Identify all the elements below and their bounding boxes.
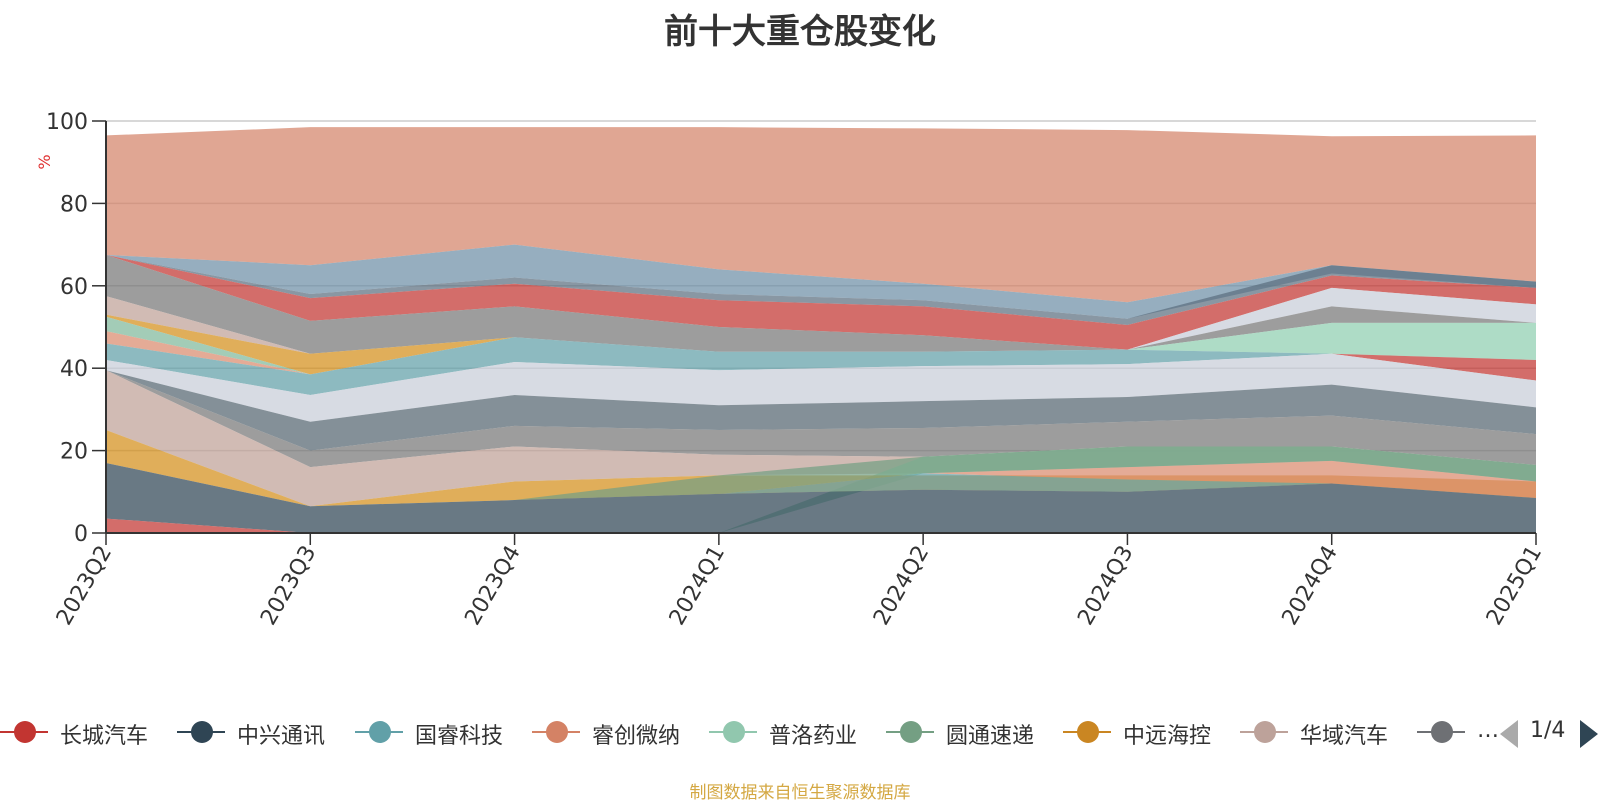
legend-label: … bbox=[1477, 718, 1498, 743]
legend-dot-icon bbox=[1254, 721, 1276, 743]
area-band-22 bbox=[106, 462, 1536, 533]
legend: 长城汽车 中兴通讯 国睿科技 睿创微纳 普洛药业 圆通速递 中远海控 华域汽车 … bbox=[0, 712, 1498, 752]
x-tick-label: 2023Q4 bbox=[460, 542, 525, 630]
legend-dot-icon bbox=[723, 721, 745, 743]
y-tick-label: 20 bbox=[60, 440, 88, 465]
legend-prev-page-icon[interactable] bbox=[1500, 720, 1518, 748]
legend-label: 中远海控 bbox=[1123, 724, 1212, 749]
legend-label: 中兴通讯 bbox=[237, 724, 326, 749]
y-tick-label: 60 bbox=[60, 275, 88, 300]
area-band-21 bbox=[106, 473, 1536, 533]
area-band-19 bbox=[106, 460, 1536, 533]
x-tick-label: 2023Q3 bbox=[256, 542, 321, 630]
area-band-23 bbox=[106, 518, 1536, 533]
chart-title: 前十大重仓股变化 bbox=[664, 12, 936, 52]
area-band-5 bbox=[106, 254, 1536, 354]
area-band-16 bbox=[106, 370, 1536, 507]
y-axis-unit-label: % bbox=[35, 154, 54, 169]
x-tick-label: 2023Q2 bbox=[52, 542, 117, 630]
legend-label: 长城汽车 bbox=[60, 724, 149, 749]
legend-dot-icon bbox=[1077, 721, 1099, 743]
legend-dot-icon bbox=[546, 721, 568, 743]
area-band-6 bbox=[106, 322, 1536, 533]
area-band-15 bbox=[106, 370, 1536, 468]
area-band-13 bbox=[106, 353, 1536, 422]
legend-page-indicator: 1/4 bbox=[1530, 718, 1566, 743]
legend-dot-icon bbox=[900, 721, 922, 743]
legend-label: 睿创微纳 bbox=[592, 724, 681, 749]
area-band-1 bbox=[106, 244, 1536, 319]
x-tick-label: 2024Q2 bbox=[869, 542, 934, 630]
area-band-0 bbox=[106, 127, 1536, 303]
legend-dot-icon bbox=[1431, 721, 1453, 743]
x-tick-label: 2024Q3 bbox=[1073, 542, 1138, 630]
y-tick-label: 80 bbox=[60, 192, 88, 217]
legend-label: 华域汽车 bbox=[1300, 724, 1389, 749]
area-band-3 bbox=[106, 254, 1536, 350]
legend-label: 国睿科技 bbox=[415, 724, 504, 749]
area-layer bbox=[106, 127, 1536, 533]
legend-dot-icon bbox=[369, 721, 391, 743]
area-band-2 bbox=[106, 254, 1536, 325]
legend-label: 圆通速递 bbox=[946, 724, 1035, 749]
area-band-12 bbox=[106, 337, 1536, 395]
y-tick-label: 100 bbox=[46, 110, 88, 135]
source-note: 制图数据来自恒生聚源数据库 bbox=[689, 783, 911, 803]
area-band-20 bbox=[106, 446, 1536, 507]
legend-pager: 1/4 bbox=[1500, 712, 1600, 752]
x-tick-label: 2024Q1 bbox=[665, 542, 730, 630]
legend-dot-icon bbox=[14, 721, 36, 743]
area-band-14 bbox=[106, 370, 1536, 451]
x-tick-label: 2024Q4 bbox=[1278, 542, 1343, 630]
legend-next-page-icon[interactable] bbox=[1580, 720, 1598, 748]
y-tick-label: 0 bbox=[74, 522, 88, 547]
y-tick-label: 40 bbox=[60, 357, 88, 382]
x-tick-label: 2025Q1 bbox=[1482, 542, 1547, 630]
legend-dot-icon bbox=[191, 721, 213, 743]
legend-label: 普洛药业 bbox=[769, 724, 858, 749]
